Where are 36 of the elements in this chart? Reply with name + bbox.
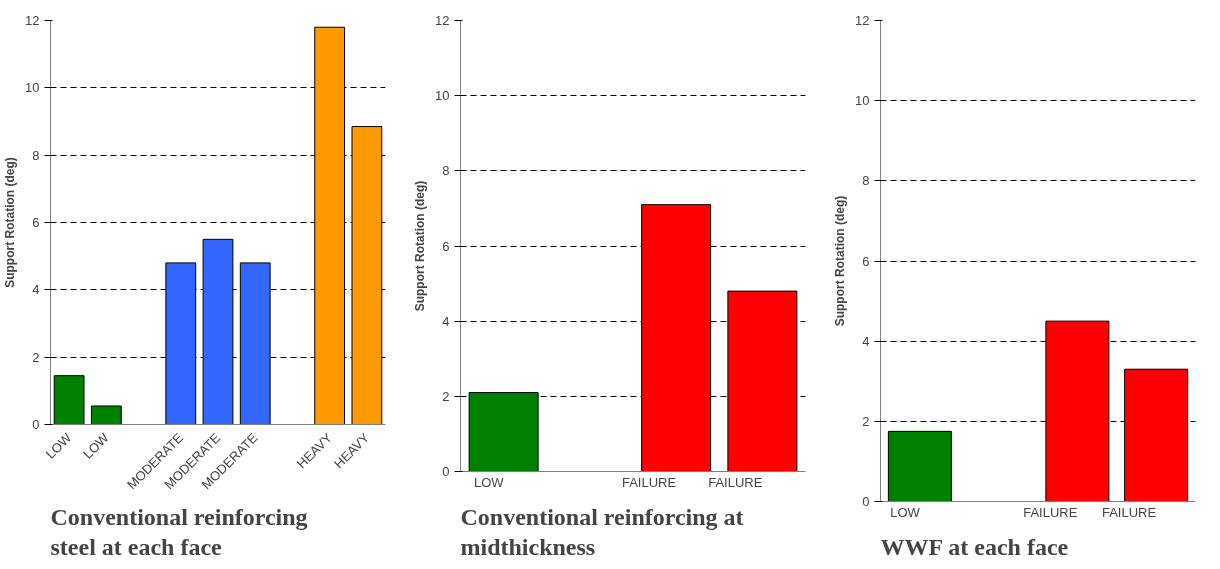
y-tick-label: 2 (32, 349, 40, 365)
y-tick-label: 6 (442, 238, 450, 254)
y-tick-label: 4 (32, 282, 40, 298)
y-tick-label: 10 (435, 88, 450, 104)
text: WWF at each face (880, 533, 1069, 560)
bar (887, 430, 952, 502)
text: Conventional reinforcing at midthickness (460, 503, 744, 560)
y-tick-label: 12 (435, 13, 450, 28)
y-tick-label: 10 (25, 80, 40, 96)
bar (90, 405, 122, 425)
x-tick-label: LOW (890, 505, 921, 520)
y-tick-label: 2 (442, 388, 450, 404)
y-tick-label: 0 (442, 464, 450, 479)
y-tick-label: 6 (862, 253, 870, 269)
y-tick-label: 12 (25, 13, 40, 28)
y-tick-label: 0 (32, 417, 40, 432)
x-tick-label: FAILURE (1101, 505, 1157, 520)
bar (53, 375, 85, 425)
y-tick-label: 2 (862, 413, 870, 429)
y-tick-label: 12 (855, 13, 870, 28)
x-tick-label: LOW (474, 475, 505, 490)
y-tick-label: 8 (442, 163, 450, 179)
y-tick-label: 0 (862, 494, 870, 509)
y-axis-title: Support Rotation (deg) (413, 180, 428, 312)
x-tick-label: FAILURE (1023, 505, 1078, 520)
y-tick-label: 4 (862, 333, 870, 349)
y-tick-label: 8 (862, 173, 870, 189)
y-axis-title: Support Rotation (deg) (833, 195, 848, 327)
x-tick-label: FAILURE (621, 475, 677, 490)
y-tick-label: 4 (442, 313, 450, 329)
text: Conventional reinforcing steel at each face (50, 503, 308, 560)
y-tick-label: 6 (32, 215, 40, 230)
x-tick-label: FAILURE (708, 475, 763, 490)
y-tick-label: 10 (855, 93, 870, 109)
y-axis-title: Support Rotation (deg) (3, 157, 18, 288)
y-tick-label: 8 (32, 147, 40, 163)
